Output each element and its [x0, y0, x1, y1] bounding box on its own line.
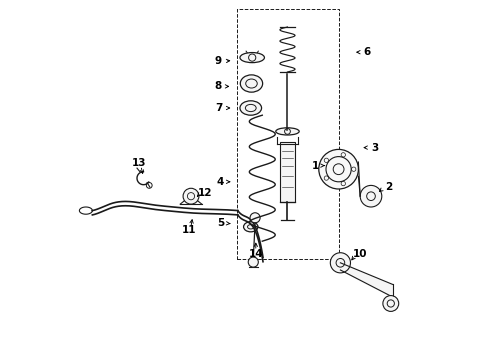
- Text: 4: 4: [216, 177, 223, 187]
- Text: 5: 5: [217, 218, 224, 228]
- Ellipse shape: [240, 101, 262, 115]
- Ellipse shape: [276, 128, 299, 135]
- Bar: [237, 9, 339, 259]
- Text: 3: 3: [371, 143, 378, 153]
- Ellipse shape: [244, 222, 258, 232]
- Circle shape: [248, 257, 258, 267]
- Text: 7: 7: [216, 103, 223, 113]
- Text: 12: 12: [198, 188, 213, 198]
- Circle shape: [360, 185, 382, 207]
- Text: 9: 9: [215, 56, 221, 66]
- Text: 8: 8: [215, 81, 221, 91]
- Text: 6: 6: [364, 47, 371, 57]
- Text: 2: 2: [385, 182, 392, 192]
- Text: 14: 14: [248, 249, 263, 259]
- Circle shape: [319, 149, 358, 189]
- Text: 11: 11: [182, 225, 196, 235]
- Ellipse shape: [240, 75, 263, 92]
- Circle shape: [383, 296, 399, 311]
- Ellipse shape: [240, 53, 265, 63]
- Circle shape: [183, 188, 199, 204]
- Circle shape: [330, 253, 350, 273]
- Text: 13: 13: [131, 158, 146, 168]
- Text: 10: 10: [353, 249, 368, 259]
- Bar: [280, 142, 294, 202]
- Circle shape: [250, 213, 260, 223]
- Text: 1: 1: [312, 161, 319, 171]
